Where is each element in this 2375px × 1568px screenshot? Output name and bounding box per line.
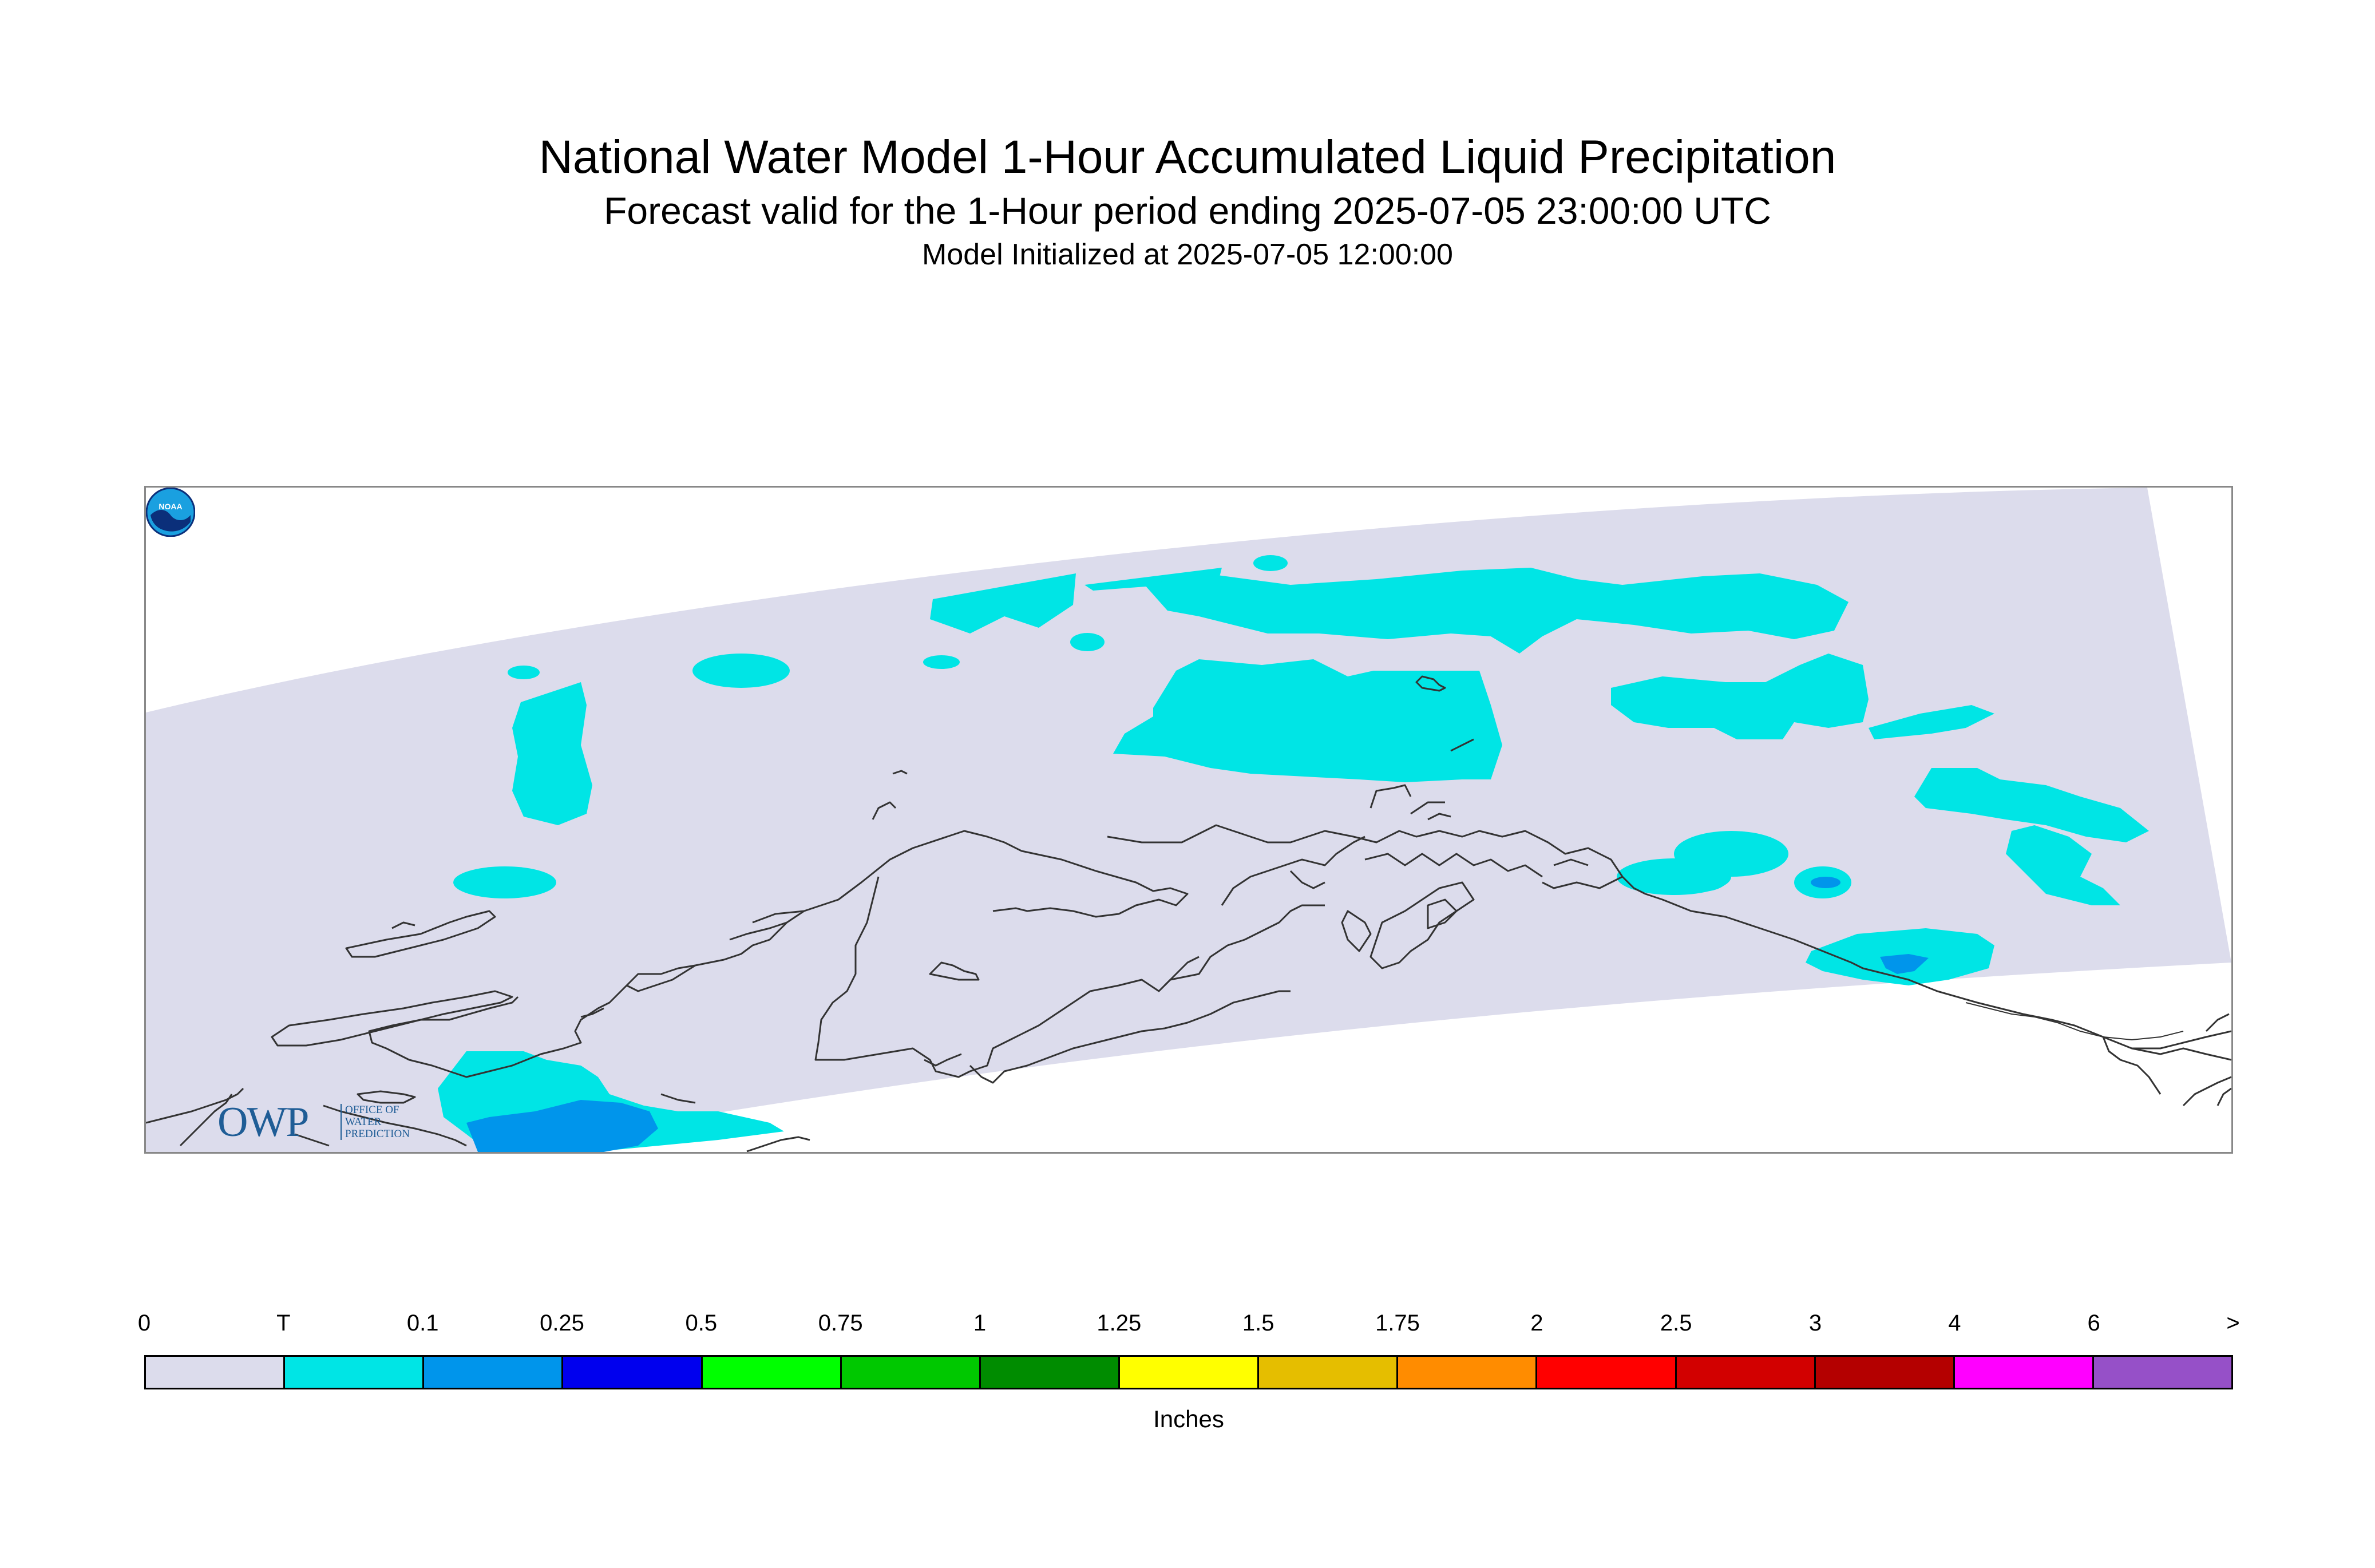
legend-swatch (980, 1357, 1120, 1388)
legend-swatch (1815, 1357, 1955, 1388)
model-domain (146, 488, 2231, 1152)
legend-swatch (1954, 1357, 2094, 1388)
owp-logo-letters: OWP (217, 1099, 309, 1146)
map-title: National Water Model 1-Hour Accumulated … (539, 131, 1836, 183)
legend-swatch (563, 1357, 703, 1388)
legend-tick-label: 2 (1530, 1310, 1543, 1336)
noaa-logo-text: NOAA (159, 502, 182, 511)
border-line (1965, 1002, 2184, 1041)
noaa-logo-icon: NOAA (146, 488, 195, 537)
legend-tick-label: 2.5 (1660, 1310, 1692, 1336)
legend-swatch (841, 1357, 981, 1388)
map-canvas (146, 488, 2231, 1152)
precipitation-map: OWP OFFICE OF WATER PREDICTION NOAA (144, 486, 2233, 1154)
legend-tick-label: 0 (137, 1310, 151, 1336)
coastlines (146, 675, 2231, 1152)
legend-tick-labels: 0 T 0.1 0.25 0.5 0.75 1 1.25 1.5 1.75 2 2.5 3 4 6 > (138, 1310, 2240, 1345)
map-subtitle: Forecast valid for the 1-Hour period end… (604, 189, 1771, 232)
legend-swatch (2093, 1357, 2232, 1388)
legend-tick-label: 3 (1808, 1310, 1822, 1336)
legend-swatch (1537, 1357, 1677, 1388)
legend-swatch (146, 1357, 286, 1388)
legend-swatch (1676, 1357, 1816, 1388)
legend-tick-label: T (276, 1310, 291, 1336)
legend-tick-label: 1 (973, 1310, 987, 1336)
legend-tick-label: 0.75 (818, 1310, 863, 1336)
legend-color-bar (144, 1355, 2233, 1389)
legend-tick-label: 1.25 (1097, 1310, 1142, 1336)
color-legend: 0 T 0.1 0.25 0.5 0.75 1 1.25 1.5 1.75 2 2.5 3 4 6 > Inc… (138, 1310, 2240, 1432)
legend-tick-label: 1.75 (1375, 1310, 1420, 1336)
legend-tick-label: > (2226, 1310, 2240, 1336)
legend-tick-label: 0.5 (685, 1310, 718, 1336)
owp-logo-text: OFFICE OF WATER PREDICTION (341, 1104, 410, 1140)
legend-tick-label: 6 (2087, 1310, 2100, 1336)
precip-moderate-areas (466, 877, 1929, 1152)
legend-swatch (424, 1357, 564, 1388)
legend-swatch (1119, 1357, 1260, 1388)
precip-light-areas (438, 555, 2149, 1152)
legend-unit-label: Inches (1153, 1405, 1224, 1432)
legend-tick-label: 0.25 (540, 1310, 584, 1336)
legend-swatch (1398, 1357, 1538, 1388)
legend-swatch (1259, 1357, 1399, 1388)
legend-tick-label: 1.5 (1242, 1310, 1274, 1336)
model-init-time: Model Initialized at 2025-07-05 12:00:00 (922, 238, 1453, 271)
legend-swatch (285, 1357, 425, 1388)
legend-tick-label: 4 (1948, 1310, 1961, 1336)
legend-swatch (702, 1357, 842, 1388)
legend-tick-label: 0.1 (406, 1310, 439, 1336)
